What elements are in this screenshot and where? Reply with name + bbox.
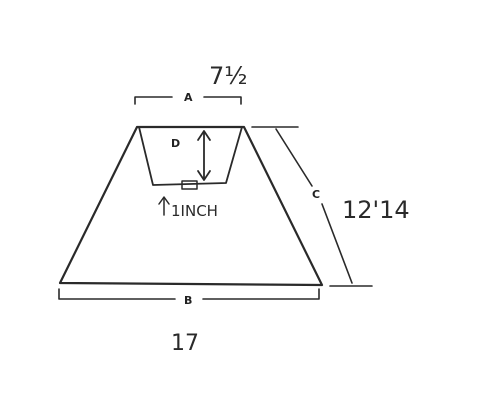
bottom-width-measurement: 17: [171, 331, 199, 356]
lampshade-outline: [58, 125, 324, 287]
label-d: D: [171, 137, 180, 150]
inner-fitting: [138, 126, 243, 186]
d-arrow: [197, 130, 211, 181]
c-dimension-line: [251, 126, 373, 287]
slant-height-measurement: 12'14: [342, 196, 410, 224]
label-b: B: [184, 294, 192, 307]
label-c: C: [312, 188, 320, 201]
inch-note: 1INCH: [171, 202, 218, 220]
top-width-measurement: 7½: [209, 62, 248, 90]
inch-marker-box: [181, 180, 198, 190]
a-dimension-bracket: [134, 96, 242, 105]
label-a: A: [184, 91, 193, 104]
up-arrow-icon: [158, 196, 170, 216]
b-dimension-bracket: [58, 288, 320, 300]
